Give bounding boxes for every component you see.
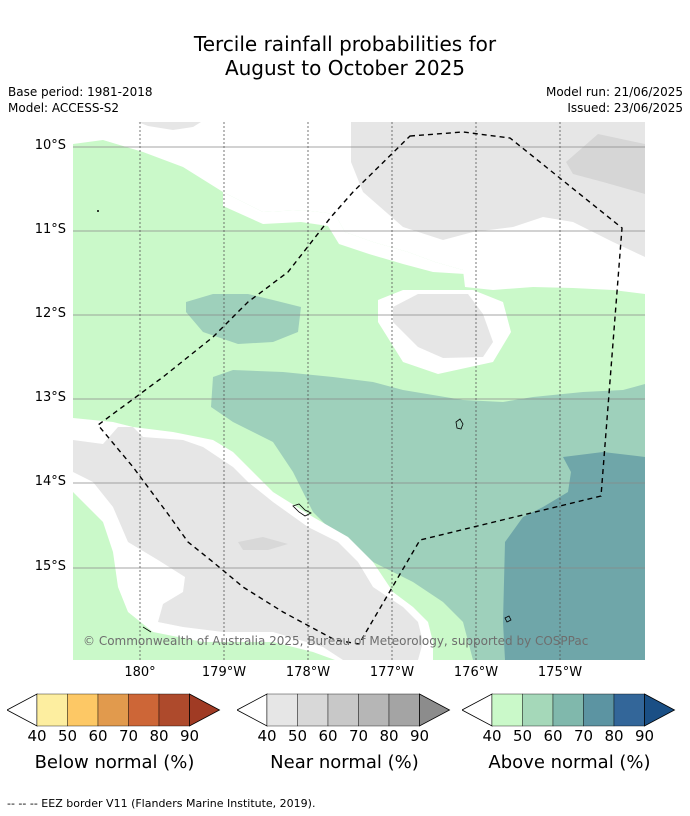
model-label: Model: ACCESS-S2	[8, 101, 120, 115]
near-normal-darker-top	[566, 134, 645, 194]
colorbar-under-triangle	[462, 693, 493, 727]
colorbar-over-triangle	[419, 693, 451, 727]
colorbar-title: Below normal (%)	[34, 752, 195, 773]
colorbar-cell	[613, 693, 645, 727]
lat-label: 13°S	[34, 390, 66, 405]
colorbar-1	[7, 693, 221, 727]
colorbar-tick-label: 70	[118, 727, 139, 745]
colorbar-cell	[36, 693, 68, 727]
rainfall-probability-map: © Commonwealth of Australia 2025, Bureau…	[73, 122, 645, 660]
colorbar-tick-label: 40	[27, 727, 47, 745]
island-outline	[504, 615, 512, 623]
issued-label: Issued: 23/06/2025	[567, 101, 683, 115]
model-run-label: Model run: 21/06/2025	[545, 85, 683, 99]
colorbar-cell	[388, 693, 420, 727]
island-outline	[142, 626, 152, 633]
colorbar-tick-label: 80	[379, 727, 399, 745]
island-outline	[455, 418, 464, 430]
colorbar-tick-label: 70	[573, 727, 594, 745]
colorbar-cell	[158, 693, 190, 727]
colorbar-tick-label: 80	[604, 727, 624, 745]
colorbar-over-triangle	[644, 693, 676, 727]
near-normal-small-top	[138, 122, 201, 130]
colorbar-cell	[297, 693, 329, 727]
map-title-line1: Tercile rainfall probabilities for	[193, 32, 497, 56]
colorbar-tick-label: 40	[482, 727, 502, 745]
base-period-label: Base period: 1981-2018	[8, 85, 153, 99]
colorbar-cell	[128, 693, 160, 727]
colorbar-cell	[358, 693, 390, 727]
colorbar-tick-label: 50	[57, 727, 78, 745]
colorbar-2	[237, 693, 451, 727]
colorbar-tick-label: 60	[88, 727, 108, 745]
eez-footnote: -- -- -- EEZ border V11 (Flanders Marine…	[7, 797, 316, 810]
colorbar-tick-label: 40	[257, 727, 277, 745]
colorbar-tick-label: 50	[512, 727, 533, 745]
colorbar-tick-label: 60	[318, 727, 338, 745]
lon-label: 175°W	[537, 665, 583, 680]
lon-label: 178°W	[285, 665, 331, 680]
above-normal-60-region	[503, 452, 645, 660]
copyright-notice: © Commonwealth of Australia 2025, Bureau…	[83, 634, 588, 648]
lon-label: 177°W	[369, 665, 415, 680]
colorbar-under-triangle	[237, 693, 268, 727]
lat-label: 15°S	[34, 559, 66, 574]
colorbar-tick-label: 90	[634, 727, 655, 745]
colorbar-cell	[97, 693, 129, 727]
island-outline	[292, 503, 312, 517]
near-normal-blob-small	[238, 537, 288, 550]
near-normal-middle-region	[393, 294, 493, 358]
colorbar-cell	[327, 693, 359, 727]
colorbar-tick-label: 50	[287, 727, 308, 745]
colorbar-under-triangle	[7, 693, 38, 727]
lon-label: 176°W	[453, 665, 499, 680]
near-normal-top-region	[351, 122, 645, 257]
colorbar-3	[462, 693, 676, 727]
lon-label: 179°W	[201, 665, 247, 680]
lon-label: 180°	[124, 665, 156, 680]
eez-border	[96, 131, 623, 645]
colorbar-cell	[552, 693, 584, 727]
lat-label: 10°S	[34, 138, 66, 153]
colorbar-cell	[266, 693, 298, 727]
colorbar-tick-label: 70	[348, 727, 369, 745]
colorbar-tick-label: 90	[409, 727, 430, 745]
colorbar-cell	[583, 693, 615, 727]
colorbar-tick-label: 80	[149, 727, 169, 745]
colorbar-cell	[522, 693, 554, 727]
colorbar-title: Above normal (%)	[488, 752, 651, 773]
lat-label: 11°S	[34, 222, 66, 237]
colorbar-title: Near normal (%)	[270, 752, 419, 773]
colorbar-tick-label: 60	[543, 727, 563, 745]
lat-label: 14°S	[34, 474, 66, 489]
colorbar-tick-label: 90	[179, 727, 200, 745]
colorbar-cell	[67, 693, 99, 727]
above-normal-50-small	[186, 294, 301, 344]
lat-label: 12°S	[34, 306, 66, 321]
colorbar-cell	[491, 693, 523, 727]
colorbar-over-triangle	[189, 693, 221, 727]
map-title-line2: August to October 2025	[224, 56, 466, 80]
